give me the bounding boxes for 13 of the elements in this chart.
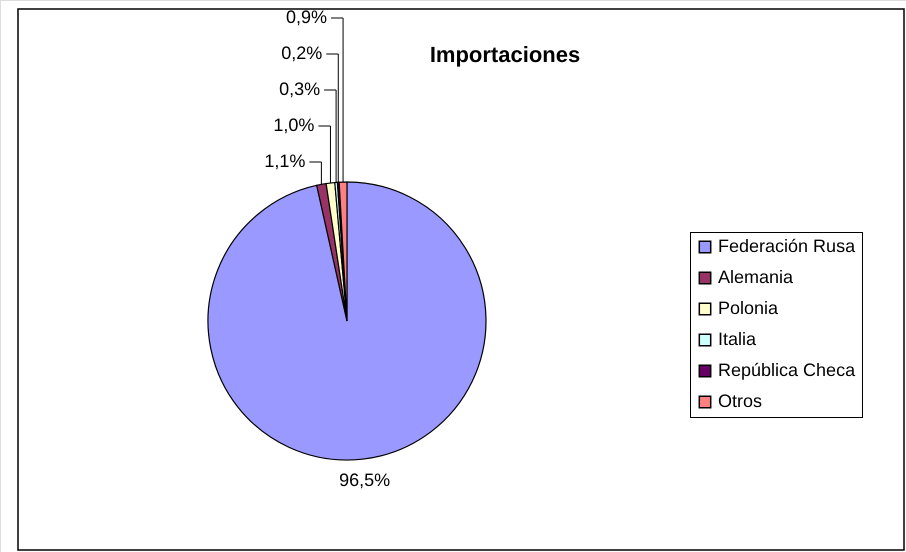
data-label: 1,0%: [273, 115, 314, 135]
legend-label: República Checa: [718, 360, 856, 380]
data-label: 1,1%: [264, 151, 306, 171]
legend-label: Otros: [718, 391, 762, 411]
data-label: 0,9%: [286, 7, 328, 27]
data-label: 96,5%: [339, 470, 390, 490]
legend-label: Federación Rusa: [718, 236, 856, 256]
data-label: 0,3%: [279, 79, 320, 99]
legend-label: Alemania: [718, 267, 794, 287]
legend-label: Polonia: [718, 298, 780, 318]
legend-label: Italia: [718, 329, 758, 349]
data-label: 0,2%: [281, 43, 322, 63]
text: Importaciones: [430, 42, 580, 67]
